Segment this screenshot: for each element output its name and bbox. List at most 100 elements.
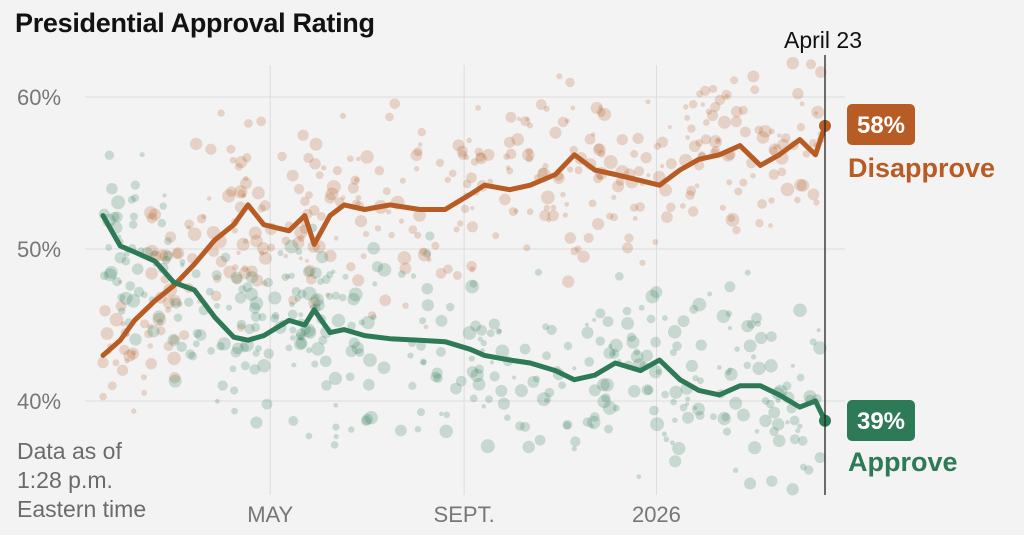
poll-dot xyxy=(724,367,738,381)
poll-dot xyxy=(700,102,706,107)
poll-dot xyxy=(184,297,194,307)
poll-dot xyxy=(669,440,675,446)
poll-dot xyxy=(244,118,253,128)
poll-dot xyxy=(217,109,225,117)
poll-dot xyxy=(506,167,514,175)
poll-dot xyxy=(777,167,787,177)
poll-dot xyxy=(360,150,374,164)
poll-dot xyxy=(241,193,247,199)
poll-dot xyxy=(217,337,231,351)
poll-dot xyxy=(229,365,237,373)
poll-dot xyxy=(574,245,582,253)
poll-dot xyxy=(310,293,324,307)
poll-dot xyxy=(139,152,145,158)
poll-dot xyxy=(543,105,550,112)
poll-dot xyxy=(757,198,768,209)
poll-dot xyxy=(719,204,726,211)
poll-dot xyxy=(582,417,593,427)
poll-dot xyxy=(796,179,810,192)
poll-dot xyxy=(410,149,423,161)
poll-dot xyxy=(475,152,486,162)
chart-title: Presidential Approval Rating xyxy=(15,8,375,38)
poll-dot xyxy=(169,294,181,307)
poll-dot xyxy=(163,250,174,261)
poll-dot xyxy=(661,315,668,321)
poll-dot xyxy=(152,310,165,323)
poll-dot xyxy=(595,308,606,319)
poll-dot xyxy=(565,77,575,88)
poll-dot xyxy=(124,358,130,364)
poll-dot xyxy=(377,263,392,277)
poll-dot xyxy=(466,260,477,272)
poll-dot xyxy=(562,212,568,218)
x-tick-label: SEPT. xyxy=(434,502,495,527)
poll-dot xyxy=(475,104,481,111)
poll-dot xyxy=(292,236,305,249)
poll-dot xyxy=(147,343,154,349)
poll-dot xyxy=(612,404,620,412)
poll-dot xyxy=(632,132,644,145)
poll-dot xyxy=(421,299,435,312)
poll-dot xyxy=(315,171,324,180)
poll-dot xyxy=(497,397,510,410)
poll-dot xyxy=(168,374,182,388)
poll-dot xyxy=(156,249,169,261)
poll-dot xyxy=(495,384,508,397)
poll-dot xyxy=(485,395,493,404)
poll-dot xyxy=(800,463,807,471)
poll-dot xyxy=(167,351,181,366)
poll-dot xyxy=(685,401,690,407)
poll-dot xyxy=(462,326,477,340)
poll-dot xyxy=(226,186,237,197)
poll-dot xyxy=(569,145,578,155)
poll-dot xyxy=(797,423,803,429)
poll-dot xyxy=(261,398,273,410)
poll-dot xyxy=(120,321,126,327)
poll-dot xyxy=(643,385,654,396)
poll-dot xyxy=(257,204,266,213)
poll-dot xyxy=(162,296,175,309)
poll-dot xyxy=(814,452,826,464)
y-tick-label: 50% xyxy=(17,237,61,262)
poll-dot xyxy=(814,111,819,116)
poll-dot xyxy=(114,252,127,264)
poll-dot xyxy=(231,227,238,234)
poll-dot xyxy=(192,328,202,338)
poll-dot xyxy=(543,397,550,404)
poll-dot xyxy=(268,291,282,305)
poll-dot xyxy=(270,313,280,323)
poll-dot xyxy=(645,289,660,304)
poll-dot xyxy=(317,278,324,285)
poll-dot xyxy=(321,165,327,171)
poll-dot xyxy=(694,183,700,189)
poll-dot xyxy=(417,128,426,137)
poll-dot xyxy=(456,220,464,227)
poll-dot xyxy=(131,194,140,202)
poll-dot xyxy=(125,281,136,291)
poll-dot xyxy=(288,415,299,426)
poll-dot xyxy=(164,231,177,243)
poll-dot xyxy=(469,266,476,273)
poll-dot xyxy=(99,392,107,401)
poll-dot xyxy=(468,355,475,362)
poll-dot xyxy=(744,269,751,276)
poll-dot xyxy=(185,349,196,360)
poll-dot xyxy=(546,324,557,336)
poll-dot xyxy=(663,436,670,443)
poll-dot xyxy=(445,302,455,312)
poll-dot xyxy=(734,346,740,352)
poll-dot xyxy=(248,226,262,240)
poll-dot xyxy=(470,206,475,211)
poll-dot xyxy=(230,271,243,284)
poll-dot xyxy=(129,220,138,229)
poll-dot xyxy=(145,357,157,370)
poll-dot xyxy=(470,368,484,383)
poll-dot xyxy=(685,135,691,140)
poll-dot xyxy=(435,314,448,327)
poll-dot xyxy=(562,275,575,288)
poll-dot xyxy=(570,247,579,256)
poll-dot xyxy=(230,346,242,358)
poll-dot xyxy=(103,268,117,282)
poll-dot xyxy=(650,336,661,348)
poll-dot xyxy=(789,415,800,426)
